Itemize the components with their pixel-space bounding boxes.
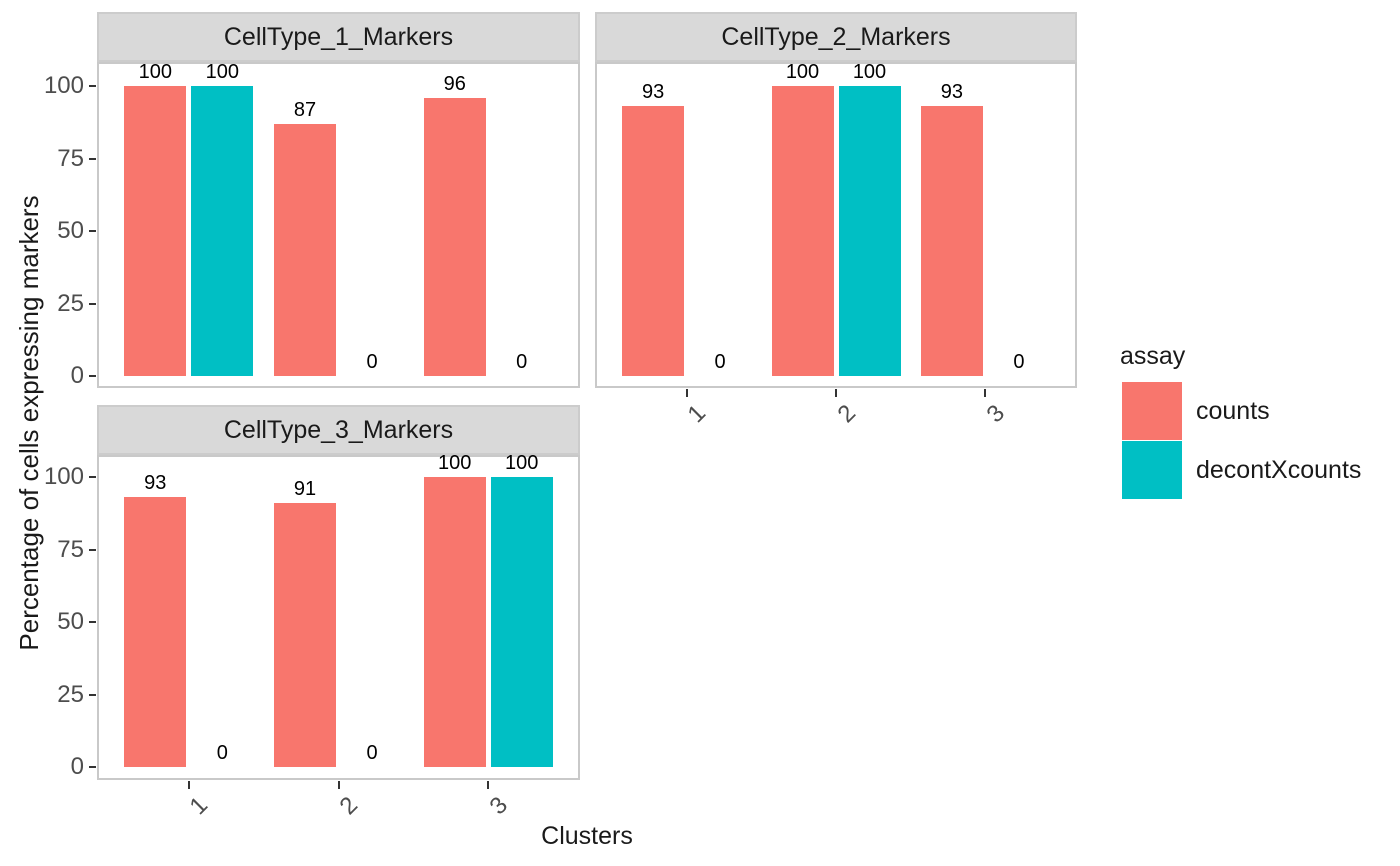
y-tick-mark: [89, 766, 96, 768]
x-axis-title: Clusters: [541, 822, 633, 850]
bar-value-label: 91: [293, 478, 317, 501]
y-tick-label: 50: [57, 217, 84, 244]
y-tick-mark: [89, 230, 96, 232]
y-tick-mark: [89, 375, 96, 377]
facet-strip: CellType_1_Markers: [97, 12, 580, 62]
y-tick-mark: [89, 85, 96, 87]
bar-counts-cluster-1: [622, 106, 685, 376]
bar-value-label: 0: [516, 351, 528, 373]
facet-strip: CellType_3_Markers: [97, 405, 580, 455]
bar-value-label: 100: [505, 452, 539, 474]
bar-value-label: 100: [205, 61, 239, 83]
bar-counts-cluster-2: [771, 86, 834, 376]
bar-value-label: 100: [438, 452, 472, 474]
y-tick-label: 0: [70, 753, 84, 780]
legend-label-decontXcounts: decontXcounts: [1196, 456, 1362, 484]
bar-value-label: 0: [714, 351, 726, 373]
y-tick-label: 25: [57, 680, 84, 708]
x-tick-label: 3: [981, 399, 1011, 429]
x-tick-label: 2: [832, 399, 861, 429]
y-tick-mark: [89, 302, 96, 305]
legend-key-counts: [1122, 382, 1182, 440]
x-tick-label: 1: [682, 399, 712, 429]
bar-value-label: 0: [366, 742, 378, 764]
y-tick-label: 25: [57, 289, 84, 317]
bar-counts-cluster-3: [920, 106, 983, 376]
x-tick-label: 3: [484, 791, 513, 821]
y-tick-label: 75: [57, 535, 84, 563]
y-tick-mark: [89, 476, 96, 478]
x-tick-mark: [337, 781, 340, 789]
x-tick-label: 1: [184, 791, 214, 821]
bar-value-label: 100: [852, 61, 887, 83]
bar-value-label: 0: [216, 742, 228, 764]
legend-label-counts: counts: [1196, 397, 1270, 425]
x-tick-mark: [487, 781, 490, 789]
bar-counts-cluster-3: [423, 477, 486, 767]
y-tick-mark: [89, 693, 96, 696]
x-tick-label: 2: [334, 791, 364, 821]
bar-value-label: 100: [138, 61, 172, 83]
x-tick-mark: [835, 389, 837, 397]
y-tick-mark: [89, 157, 96, 160]
bar-value-label: 96: [443, 72, 466, 95]
bar-decontXcounts-cluster-2: [838, 86, 901, 376]
x-tick-mark: [984, 389, 987, 397]
bar-decontXcounts-cluster-1: [191, 86, 254, 376]
bar-value-label: 0: [366, 351, 378, 373]
bar-counts-cluster-1: [124, 497, 187, 767]
bar-counts-cluster-2: [274, 503, 336, 767]
legend-key-decontXcounts: [1122, 441, 1182, 499]
bar-decontXcounts-cluster-3: [490, 477, 553, 767]
bar-counts-cluster-1: [124, 86, 187, 376]
bar-value-label: 87: [293, 98, 317, 121]
bar-value-label: 0: [1013, 351, 1025, 373]
facet-strip: CellType_2_Markers: [595, 12, 1077, 62]
bar-counts-cluster-3: [423, 97, 486, 376]
y-axis-title: Percentage of cells expressing markers: [14, 195, 44, 651]
y-tick-label: 50: [57, 608, 84, 635]
bar-value-label: 93: [641, 81, 665, 104]
x-tick-mark: [187, 781, 190, 789]
y-tick-mark: [89, 548, 96, 551]
y-tick-mark: [89, 621, 96, 623]
y-tick-label: 100: [43, 72, 84, 99]
bar-value-label: 100: [785, 61, 820, 83]
y-tick-label: 0: [70, 362, 84, 389]
bar-value-label: 93: [144, 472, 167, 495]
y-tick-label: 100: [43, 463, 84, 490]
x-tick-mark: [685, 389, 688, 397]
y-tick-label: 75: [57, 144, 84, 172]
bar-value-label: 93: [940, 81, 964, 104]
legend-title: assay: [1120, 342, 1186, 370]
bar-counts-cluster-2: [274, 123, 336, 376]
